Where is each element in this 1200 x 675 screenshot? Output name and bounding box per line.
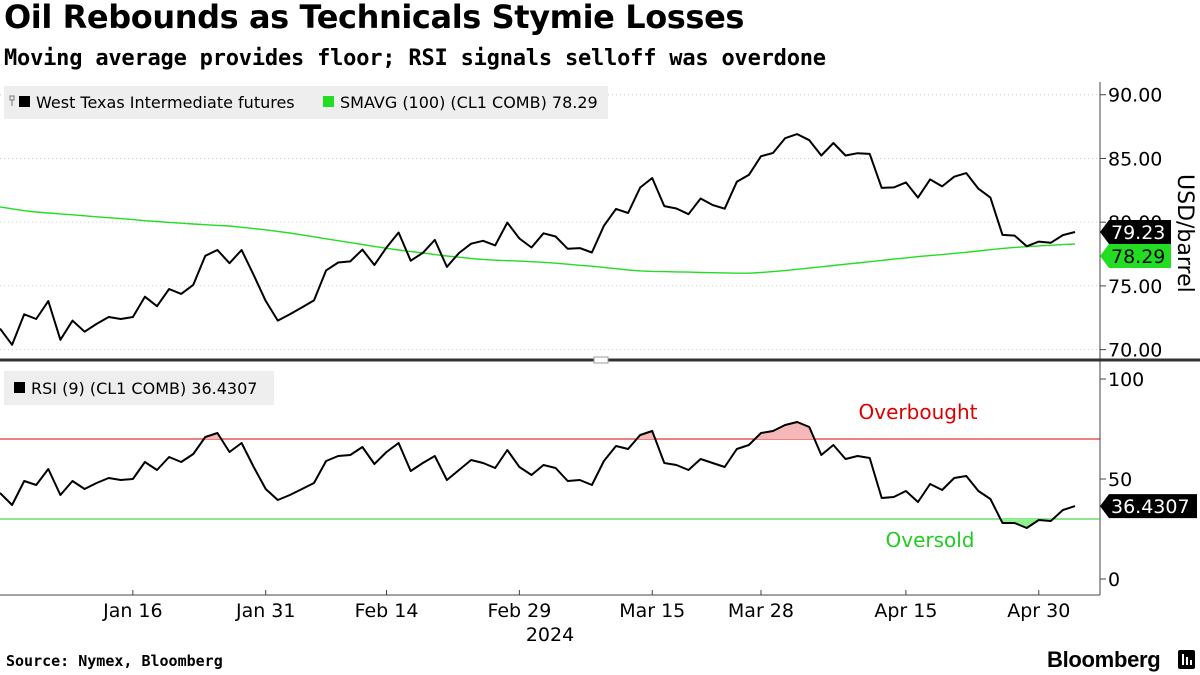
price-legend-box [4,86,608,119]
wti-legend-label: West Texas Intermediate futures [36,93,295,112]
x-tick-label: Mar 28 [728,600,794,622]
terminal-icon [1178,650,1195,669]
wti-price-line [0,133,1076,346]
x-tick-label: Mar 15 [619,600,685,622]
price-ytick-label: 85.00 [1108,148,1162,170]
sma-line [0,206,1076,274]
oversold-label: Oversold [885,528,974,552]
rsi-legend-label: RSI (9) (CL1 COMB) 36.4307 [31,379,257,398]
sma-last-value: 78.29 [1111,246,1165,268]
wti-legend-swatch [19,96,30,107]
bloomberg-logo: Bloomberg [1047,647,1161,672]
x-tick-label: Jan 31 [235,600,296,622]
rsi-last-value: 36.4307 [1111,496,1190,518]
chart-title: Oil Rebounds as Technicals Stymie Losses [4,0,745,36]
oversold-shading [1000,519,1053,528]
overbought-shading [754,422,815,439]
x-tick-label: Apr 30 [1007,600,1070,622]
overbought-shading [203,433,222,439]
overbought-shading [636,431,656,439]
wti-last-value-bg [1100,219,1171,244]
x-axis-year-label: 2024 [526,624,574,646]
x-tick-label: Jan 16 [102,600,163,622]
rsi-ytick-label: 100 [1108,369,1144,391]
x-tick-label: Feb 14 [355,600,419,622]
price-ytick-label: 90.00 [1108,85,1162,107]
sma-legend-label: SMAVG (100) (CL1 COMB) 78.29 [340,93,598,112]
rsi-legend-swatch [14,382,25,393]
sma-legend-swatch [323,96,334,107]
sma-last-value-bg [1100,243,1171,268]
x-tick-label: Feb 29 [487,600,551,622]
overbought-label: Overbought [859,400,978,424]
chart-subtitle: Moving average provides floor; RSI signa… [4,46,826,71]
rsi-last-value-bg [1100,494,1197,519]
rsi-legend-box [4,371,274,405]
rsi-ytick-label: 50 [1108,469,1132,491]
rsi-line [0,421,1076,529]
source-note: Source: Nymex, Bloomberg [6,652,223,670]
price-ytick-label: 75.00 [1108,276,1162,298]
price-ytick-label: 70.00 [1108,340,1162,362]
price-ylabel: USD/barrel [1172,174,1197,293]
panel-divider-handle [593,356,609,364]
x-tick-label: Apr 15 [874,600,937,622]
rsi-ytick-label: 0 [1108,569,1120,591]
wti-last-value: 79.23 [1111,222,1165,244]
